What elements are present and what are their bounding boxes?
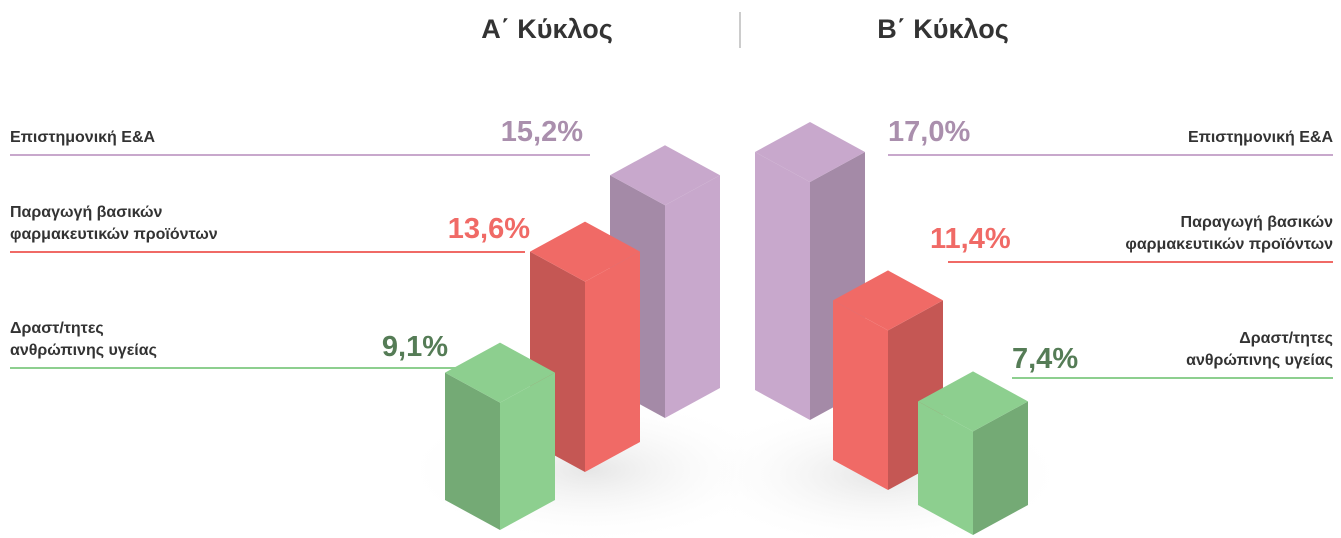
category-label: Δραστ/τητες ανθρώπινης υγείας — [1186, 330, 1333, 369]
value-label: 17,0% — [888, 116, 971, 148]
chart-title: Α΄ Κύκλος — [481, 14, 613, 44]
category-label: Παραγωγή βασικών φαρμακευτικών προϊόντων — [1125, 214, 1333, 253]
value-label: 7,4% — [1012, 343, 1079, 375]
category-label: Επιστημονική Ε&Α — [1187, 129, 1333, 146]
bar-face — [918, 401, 973, 535]
bar-face — [500, 372, 555, 530]
bar-top — [530, 221, 640, 282]
bar-face — [445, 372, 500, 530]
bar-top — [833, 270, 943, 331]
bar — [918, 371, 1028, 535]
category-label: Δραστ/τητες ανθρώπινης υγείας — [10, 320, 157, 359]
category-label: Επιστημονική Ε&Α — [10, 129, 156, 146]
bar-face — [665, 175, 720, 418]
bar-top — [610, 145, 720, 206]
bar-face — [833, 300, 888, 490]
bar-face — [585, 251, 640, 472]
bar-top — [755, 122, 865, 182]
bar-face — [755, 152, 810, 420]
bar — [445, 342, 555, 530]
bar-top — [445, 342, 555, 403]
value-label: 13,6% — [447, 213, 530, 245]
value-label: 15,2% — [500, 116, 583, 148]
value-label: 9,1% — [381, 331, 448, 363]
category-label: Παραγωγή βασικών φαρμακευτικών προϊόντων — [10, 204, 218, 243]
bar-face — [973, 401, 1028, 535]
chart-title: Β΄ Κύκλος — [877, 14, 1009, 44]
value-label: 11,4% — [930, 223, 1011, 255]
bar-top — [918, 371, 1028, 432]
